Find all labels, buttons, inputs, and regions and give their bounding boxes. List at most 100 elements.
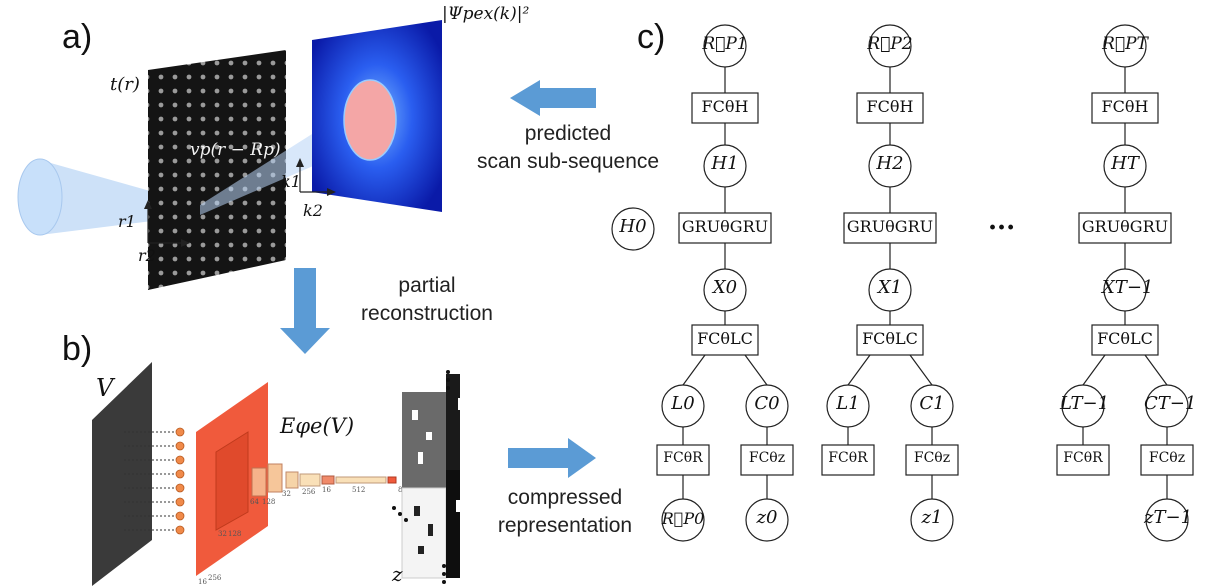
col1-fclc-label: FCθLC [862, 328, 918, 348]
col2-fcz-label: FCθz [1148, 450, 1186, 467]
panel-b-label: b) [62, 330, 93, 368]
r2-label: r2 [138, 246, 156, 265]
col1-h-node [868, 144, 912, 188]
col0-fclc-label: FCθLC [697, 328, 753, 348]
col2-fcr-label: FCθR [1063, 450, 1103, 467]
col0-fclc-node [691, 324, 759, 356]
size-label-7: 32 [282, 490, 291, 498]
col2-fclc-node [1091, 324, 1159, 356]
z-label: z [392, 562, 403, 586]
col1-x-node [868, 268, 912, 312]
caption-partial: partial reconstruction [361, 274, 493, 325]
col1-l-node [826, 384, 870, 428]
encoder-layer-9 [387, 476, 397, 484]
encoder-layer-6 [299, 473, 321, 487]
encoder-label: Eφe(V) [280, 414, 355, 438]
edge-l-to-fclc [847, 354, 871, 386]
col0-c-label: C0 [754, 393, 780, 415]
col2-l-label: LT−1 [1060, 393, 1110, 415]
col2-h-node [1103, 144, 1147, 188]
col0-fch-node [691, 92, 759, 124]
col1-fch-node [856, 92, 924, 124]
size-label-8: 256 [302, 488, 316, 496]
col1-fclc-node [856, 324, 924, 356]
col2-z-node [1145, 498, 1189, 542]
col1-gru-node [843, 212, 937, 244]
col1-fch-label: FCθH [866, 96, 914, 116]
col0-z-node [745, 498, 789, 542]
col1-r_out-label: R⃗P2 [867, 34, 913, 55]
k1-label: k1 [281, 172, 301, 191]
input-dots [124, 427, 185, 535]
col0-h-label: H1 [711, 153, 739, 175]
size-label-2: 256 [208, 574, 222, 582]
panel-a-label: a) [62, 18, 93, 56]
size-label-1: 16 [198, 578, 207, 586]
caption-compressed: compressed representation [497, 486, 633, 537]
col1-fcz-node [905, 444, 959, 476]
col1-r_out-node [868, 24, 912, 68]
col1-l-label: L1 [836, 393, 860, 415]
col1-c-label: C1 [919, 393, 945, 415]
col2-r_out-label: R⃗PT [1102, 34, 1148, 55]
col0-l-label: L0 [671, 393, 695, 415]
col2-l-node [1061, 384, 1105, 428]
col0-fcz-node [740, 444, 794, 476]
size-label-10: 512 [352, 486, 365, 494]
size-label-11: 8 [398, 486, 402, 494]
col1-h-label: H2 [876, 153, 904, 175]
col0-x-node [703, 268, 747, 312]
col2-z-label: zT−1 [1144, 507, 1193, 529]
panel-b-figure: 16 256 32 128 64 128 32 256 16 512 8 [92, 362, 460, 586]
col0-fch-label: FCθH [701, 96, 749, 116]
col2-c-label: CT−1 [1144, 393, 1197, 415]
z-feature-maps [401, 374, 460, 579]
col0-h-node [703, 144, 747, 188]
col1-z-node [910, 498, 954, 542]
encoder-layer-5 [285, 471, 299, 489]
col0-x-label: X0 [712, 277, 738, 299]
encoder-layer-2 [215, 431, 249, 531]
encoder-layer-3 [251, 467, 267, 497]
col2-gru-label: GRUθGRU [1081, 216, 1169, 236]
edge-c-to-fclc [909, 354, 933, 386]
col2-gru-node [1078, 212, 1172, 244]
col0-fcr-label: FCθR [663, 450, 703, 467]
r1-label: r1 [118, 212, 136, 231]
col0-z-label: z0 [756, 507, 778, 529]
size-label-6: 128 [262, 498, 275, 506]
size-label-4: 128 [228, 530, 241, 538]
bright-field-disk [343, 79, 397, 161]
col0-l-node [661, 384, 705, 428]
edge-c-to-fclc [744, 354, 768, 386]
col2-h-label: HT [1111, 153, 1139, 175]
col0-fcr-node [656, 444, 710, 476]
col1-z-label: z1 [921, 507, 943, 529]
edge-l-to-fclc [682, 354, 706, 386]
col2-r_out-node [1103, 24, 1147, 68]
col0-r_out-label: R⃗P1 [702, 34, 748, 55]
col2-fcr-node [1056, 444, 1110, 476]
col2-x-node [1103, 268, 1147, 312]
size-label-5: 64 [250, 498, 259, 506]
psi-label: |Ψpex(k)|² [442, 4, 530, 24]
size-label-9: 16 [322, 486, 331, 494]
arrow-partial [280, 268, 330, 354]
col0-c-node [745, 384, 789, 428]
caption-predicted: predicted scan sub-sequence [476, 122, 660, 173]
flow-arrows [280, 80, 596, 478]
col0-r_out-node [703, 24, 747, 68]
col2-fch-node [1091, 92, 1159, 124]
arrow-predicted [510, 80, 596, 116]
h0-label: H0 [619, 216, 647, 237]
encoder-layer-7 [321, 475, 335, 485]
col2-x-label: XT−1 [1102, 277, 1154, 299]
edge-l-to-fclc [1082, 354, 1106, 386]
col1-c-node [910, 384, 954, 428]
col1-gru-label: GRUθGRU [846, 216, 934, 236]
encoder-layer-4 [267, 463, 283, 493]
col2-c-node [1145, 384, 1189, 428]
